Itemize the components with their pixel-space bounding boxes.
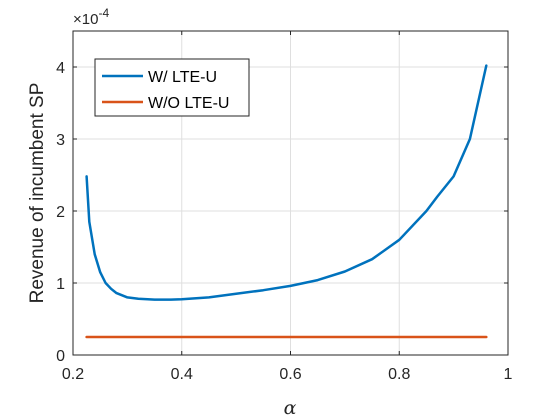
x-tick-label: 0.4 xyxy=(171,366,193,383)
y-tick-label: 1 xyxy=(56,276,65,293)
y-tick-label: 3 xyxy=(56,132,65,149)
legend: W/ LTE-U W/O LTE-U xyxy=(94,58,250,117)
series-layer xyxy=(85,64,488,339)
y-tick-label: 2 xyxy=(56,204,65,221)
x-axis-label: α xyxy=(284,397,297,419)
x-tick-label: 1 xyxy=(504,366,513,383)
x-tick-label: 0.8 xyxy=(388,366,410,383)
series-line-1 xyxy=(85,64,488,301)
y-exponent-base: ×10 xyxy=(73,11,98,28)
x-tick-label: 0.2 xyxy=(62,366,84,383)
legend-label-1: W/ LTE-U xyxy=(148,69,217,86)
y-exponent-power: -4 xyxy=(98,6,109,20)
y-axis-ticks: 0 1 2 3 4 xyxy=(56,60,508,365)
y-tick-label: 0 xyxy=(56,348,65,365)
x-axis-ticks: 0.2 0.4 0.6 0.8 1 xyxy=(62,31,513,383)
y-exponent-label: ×10-4 xyxy=(73,6,109,28)
legend-label-2: W/O LTE-U xyxy=(148,95,229,112)
x-tick-label: 0.6 xyxy=(279,366,301,383)
y-tick-label: 4 xyxy=(56,60,65,77)
legend-box xyxy=(94,58,250,117)
y-axis-label: Revenue of incumbent SP xyxy=(27,83,48,304)
